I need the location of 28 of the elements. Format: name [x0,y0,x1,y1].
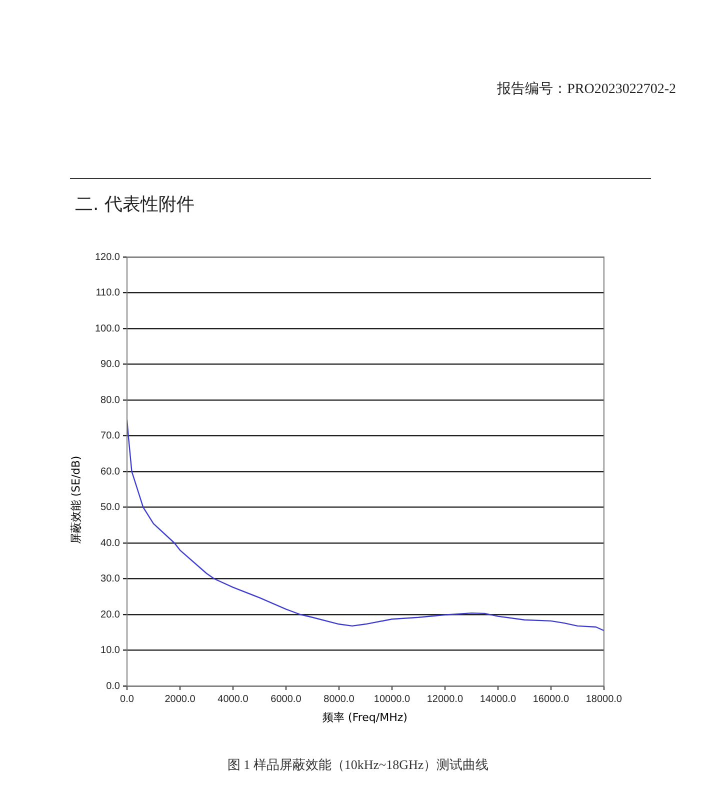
x-tick-label: 18000.0 [586,694,622,705]
y-tick-label: 110.0 [96,288,120,298]
y-tick-label: 40.0 [100,538,120,549]
x-tick-label: 14000.0 [480,694,516,705]
x-tick-label: 16000.0 [532,694,570,705]
x-tick-label: 10000.0 [374,694,410,705]
y-tick-label: 20.0 [100,609,120,620]
y-tick-label: 60.0 [100,466,120,478]
x-axis-title: 频率 (Freq/MHz) [322,710,408,725]
y-tick-label: 0.0 [106,680,120,692]
y-tick-label: 30.0 [100,574,120,584]
x-tick-label: 0.0 [120,694,134,705]
y-tick-label: 120.0 [94,252,120,263]
y-tick-label: 10.0 [100,645,120,656]
x-tick-label: 4000.0 [218,694,249,705]
x-tick-label: 2000.0 [164,694,196,705]
x-tick-label: 12000.0 [426,694,464,705]
x-tick-label: 8000.0 [324,694,355,705]
y-tick-label: 100.0 [94,323,120,334]
y-tick-label: 80.0 [100,394,120,406]
y-tick-label: 90.0 [100,359,120,370]
x-tick-label: 6000.0 [270,694,302,705]
y-tick-label: 70.0 [100,430,120,442]
y-axis-title: 屏蔽效能 (SE/dB) [68,456,84,544]
text: 二. 代表性附件 [75,193,194,216]
text: 报告编号：PRO2023022702-2 [497,80,676,98]
y-tick-label: 50.0 [100,502,120,513]
text: 图 1 样品屏蔽效能（10kHz~18GHz）测试曲线 [226,756,490,774]
